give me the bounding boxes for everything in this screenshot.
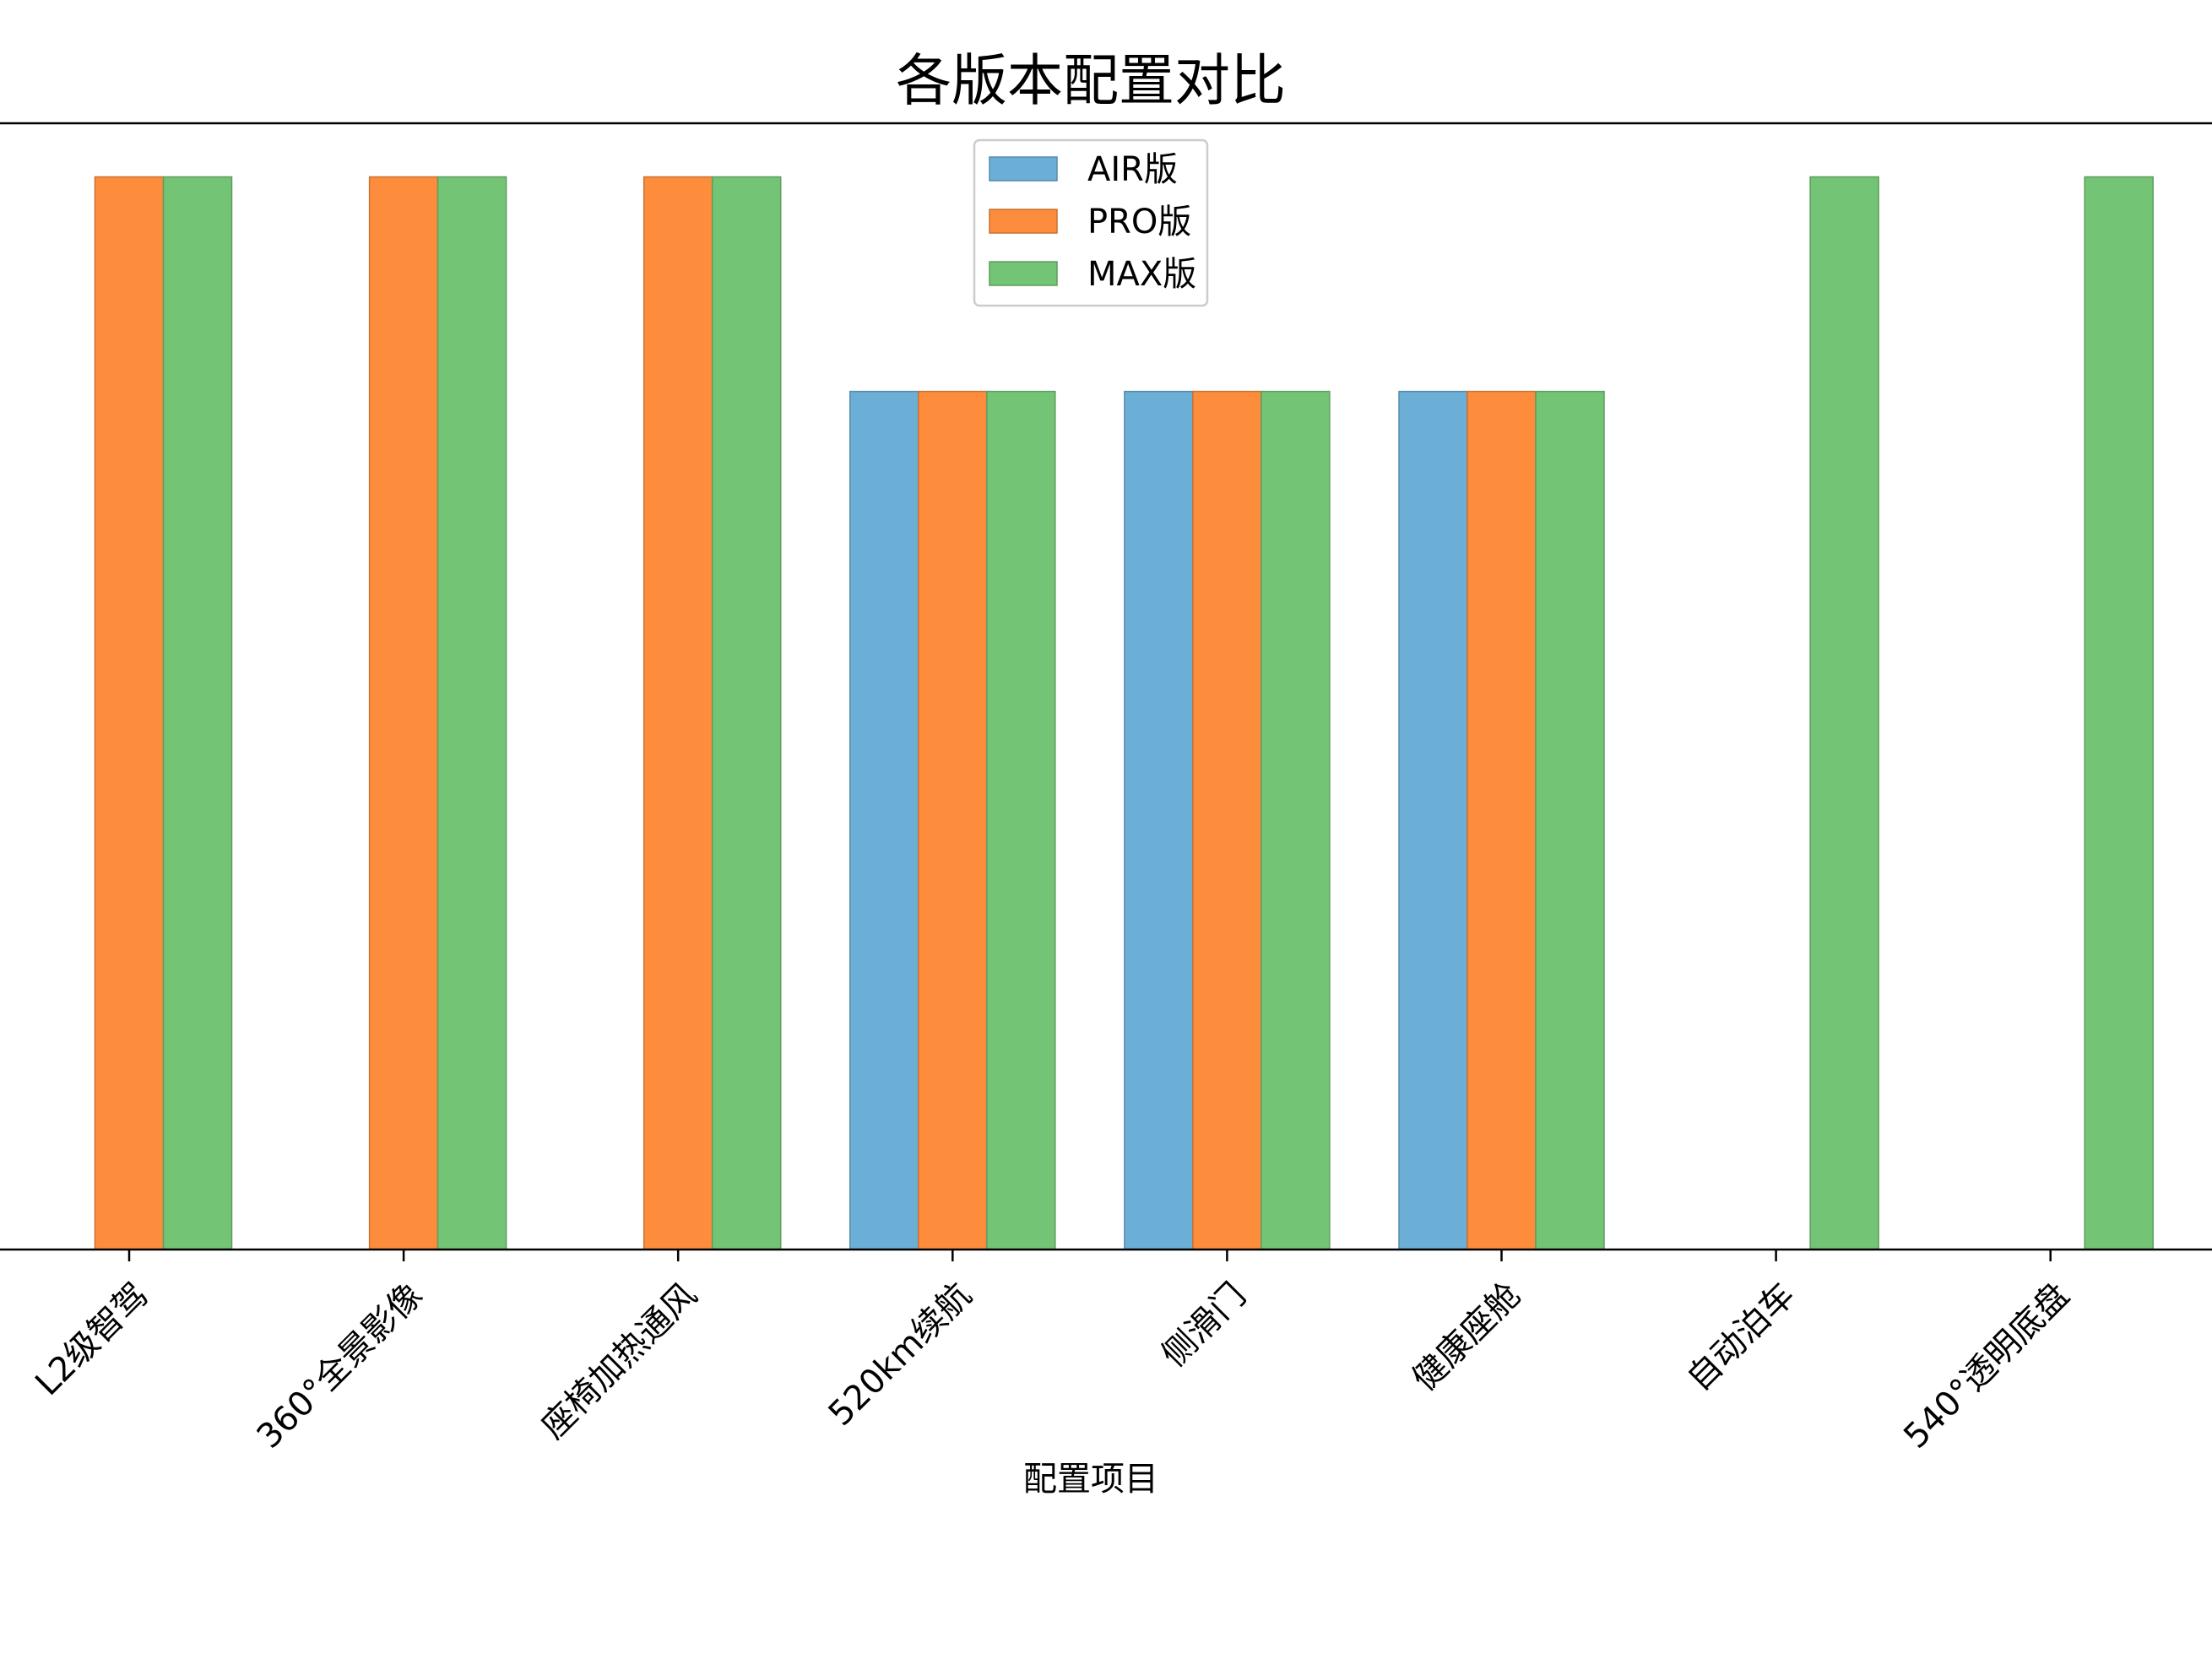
bar-MAX版-侧滑门	[1261, 390, 1331, 1250]
legend-swatch-MAX版	[989, 261, 1058, 286]
chart-title: 各版本配置对比	[896, 48, 1286, 113]
x-tick-label: L2级智驾	[28, 1276, 155, 1403]
x-tick-label: 健康座舱	[1405, 1276, 1528, 1399]
bar-MAX版-520km续航	[986, 390, 1056, 1250]
bar-MAX版-540°透明底盘	[2084, 176, 2154, 1250]
bar-PRO版-360°全景影像	[368, 176, 439, 1250]
x-ticks-layer: L2级智驾 360°全景影像 座椅加热通风 520km续航 侧滑门 健康座舱 自动泊车 540…	[28, 1250, 2077, 1456]
x-tick-label: 自动泊车	[1679, 1276, 1803, 1399]
bar-AIR版-健康座舱	[1398, 390, 1468, 1250]
x-tick-label: 520km续航	[821, 1276, 979, 1434]
x-tick-label: 540°透明底盘	[1896, 1276, 2077, 1456]
legend-label-MAX版: MAX版	[1087, 255, 1196, 294]
bar-MAX版-座椅加热通风	[711, 176, 782, 1250]
x-axis-label: 配置项目	[1023, 1460, 1158, 1499]
legend-label-PRO版: PRO版	[1087, 203, 1191, 241]
legend-label-AIR版: AIR版	[1087, 150, 1178, 189]
bar-PRO版-健康座舱	[1467, 390, 1537, 1250]
bar-MAX版-L2级智驾	[162, 176, 233, 1250]
bar-MAX版-360°全景影像	[436, 176, 507, 1250]
bar-MAX版-健康座舱	[1535, 390, 1605, 1250]
bar-MAX版-自动泊车	[1809, 176, 1879, 1250]
legend: AIR版 PRO版 MAX版	[973, 138, 1209, 307]
bar-AIR版-侧滑门	[1124, 390, 1194, 1250]
x-tick-label: 360°全景影像	[250, 1276, 431, 1456]
legend-swatch-PRO版	[989, 209, 1058, 234]
legend-swatch-AIR版	[989, 156, 1058, 182]
bar-PRO版-侧滑门	[1192, 390, 1262, 1250]
bar-AIR版-520km续航	[849, 390, 919, 1250]
x-tick-label: 侧滑门	[1154, 1276, 1253, 1374]
bar-PRO版-L2级智驾	[94, 176, 165, 1250]
bar-PRO版-520km续航	[918, 390, 988, 1250]
bar-PRO版-座椅加热通风	[642, 176, 713, 1250]
bars-layer	[94, 176, 2154, 1250]
x-tick-label: 座椅加热通风	[534, 1276, 704, 1446]
